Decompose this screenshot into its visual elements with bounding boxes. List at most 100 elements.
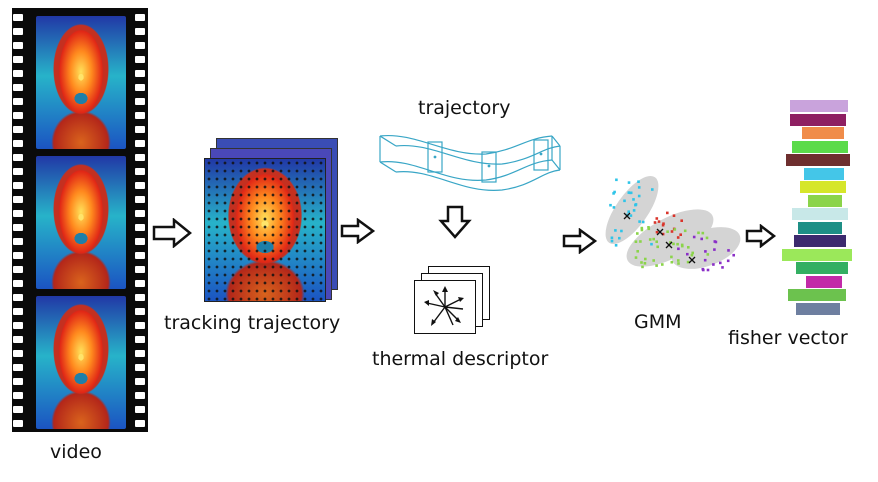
film-sprocket-hole xyxy=(135,14,145,21)
gmm-points xyxy=(609,178,735,272)
gmm-point xyxy=(726,259,730,263)
gmm-point xyxy=(687,246,690,249)
gmm-point xyxy=(732,253,735,257)
gaussian-ellipse xyxy=(605,175,659,245)
gmm-point xyxy=(706,268,710,272)
gmm-point xyxy=(627,210,630,213)
gmm-point xyxy=(681,244,684,248)
gmm-point xyxy=(636,250,639,253)
film-sprocket-hole xyxy=(135,140,145,147)
film-sprocket-hole xyxy=(13,112,23,119)
gmm-point xyxy=(655,264,658,267)
film-sprocket-hole xyxy=(13,210,23,217)
film-sprocket-hole xyxy=(135,266,145,273)
film-sprocket-hole xyxy=(135,42,145,49)
gmm-point xyxy=(620,229,623,233)
gmm-point xyxy=(705,236,709,240)
film-sprocket-hole xyxy=(13,28,23,35)
film-sprocket-hole xyxy=(13,196,23,203)
fisher-vector-bar xyxy=(782,248,852,261)
film-sprocket-hole xyxy=(135,364,145,371)
flow-arrow-icon xyxy=(745,224,777,248)
film-sprocket-hole xyxy=(135,378,145,385)
film-sprocket-hole xyxy=(13,182,23,189)
fisher-vector-bar xyxy=(786,154,850,166)
fisher-vector-bar xyxy=(790,113,846,126)
gmm-point xyxy=(637,180,640,183)
gmm-point xyxy=(643,262,647,265)
gmm-point xyxy=(610,236,614,240)
film-sprocket-hole xyxy=(135,210,145,217)
film-sprocket-hole xyxy=(13,336,23,343)
gmm-point xyxy=(612,192,615,195)
flow-arrow-icon xyxy=(340,218,376,244)
gmm-point xyxy=(677,259,680,262)
trajectory-cube-icon xyxy=(379,134,561,191)
gmm-point xyxy=(640,228,644,232)
film-sprocket-hole xyxy=(13,280,23,287)
film-sprocket-hole xyxy=(13,252,23,259)
gmm-point xyxy=(676,236,680,239)
trajectory-label: trajectory xyxy=(418,97,511,119)
film-sprocket-hole xyxy=(13,126,23,133)
gmm-point xyxy=(721,266,724,269)
film-sprockets-right xyxy=(135,8,147,432)
gmm-point xyxy=(662,222,665,225)
down-arrow-icon xyxy=(438,205,472,239)
gmm-point xyxy=(653,221,657,224)
gmm-point xyxy=(656,245,659,249)
gmm-point xyxy=(666,230,669,233)
film-sprocket-hole xyxy=(135,126,145,133)
film-sprocket-hole xyxy=(135,84,145,91)
gmm-point xyxy=(703,258,707,262)
gmm-point xyxy=(629,214,633,217)
gmm-point xyxy=(702,268,705,272)
gmm-point xyxy=(661,263,664,266)
gmm-point xyxy=(652,237,655,241)
gmm-point xyxy=(623,199,626,203)
fisher-vector-bar xyxy=(806,275,842,288)
gmm-point xyxy=(613,190,616,194)
gmm-point xyxy=(632,209,636,212)
film-sprocket-hole xyxy=(13,294,23,301)
gmm-point xyxy=(672,242,675,246)
gmm-point xyxy=(610,239,614,243)
thermal-descriptor-label: thermal descriptor xyxy=(372,348,549,370)
gmm-point xyxy=(706,253,710,256)
film-sprocket-hole xyxy=(135,238,145,245)
video-frame xyxy=(36,156,126,289)
gmm-point xyxy=(655,240,658,243)
gmm-point xyxy=(700,237,703,241)
gmm-point xyxy=(661,232,665,236)
trajectory-dot-grid xyxy=(205,159,325,301)
film-sprocket-hole xyxy=(135,406,145,413)
film-sprocket-hole xyxy=(13,224,23,231)
fisher-vector-bar xyxy=(794,235,846,247)
gmm-point xyxy=(641,265,644,269)
film-sprocket-hole xyxy=(13,406,23,413)
film-sprocket-hole xyxy=(13,98,23,105)
gmm-point xyxy=(714,240,718,244)
flow-arrow-icon xyxy=(152,218,192,248)
film-sprocket-hole xyxy=(13,378,23,385)
film-sprocket-hole xyxy=(13,420,23,427)
film-sprocket-hole xyxy=(13,308,23,315)
gmm-point xyxy=(719,261,722,265)
film-sprocket-hole xyxy=(135,182,145,189)
gmm-point xyxy=(618,236,621,240)
gmm-point xyxy=(627,181,631,184)
film-sprocket-hole xyxy=(13,238,23,245)
gmm-point xyxy=(615,178,618,182)
film-sprocket-hole xyxy=(13,322,23,329)
film-sprocket-hole xyxy=(13,42,23,49)
thermal-face-image xyxy=(36,16,126,149)
flow-arrow-icon xyxy=(562,228,598,254)
gmm-point xyxy=(690,253,694,257)
film-sprocket-hole xyxy=(13,140,23,147)
fisher-vector-bar xyxy=(808,194,842,207)
gmm-point xyxy=(636,232,639,235)
gmm-point xyxy=(614,244,618,247)
gmm-point xyxy=(644,257,647,261)
fisher-vector-bar xyxy=(788,289,846,301)
gmm-point xyxy=(647,226,650,229)
